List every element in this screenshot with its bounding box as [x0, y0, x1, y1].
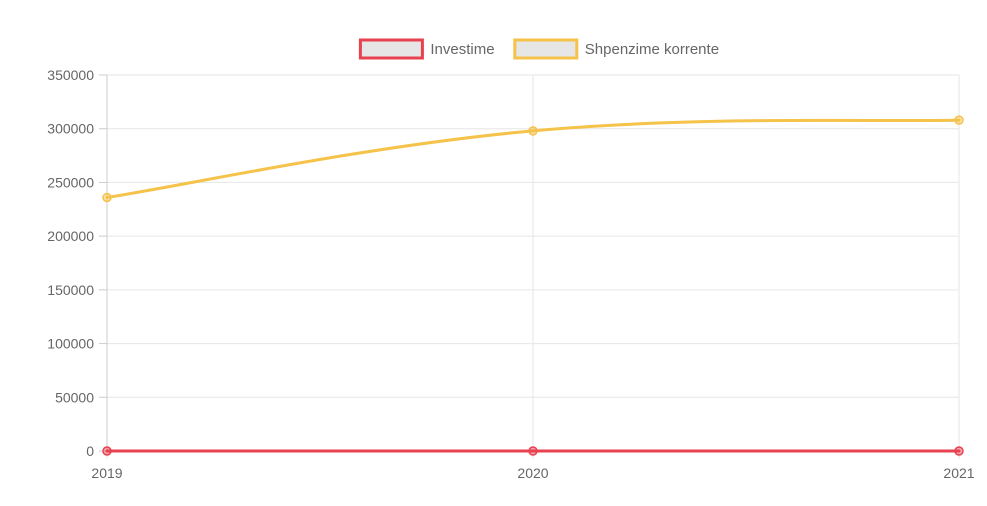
data-point [102, 192, 112, 203]
x-tick-label: 2021 [943, 465, 974, 481]
y-tick-label: 300000 [47, 121, 94, 137]
data-point [528, 446, 538, 456]
legend-item[interactable]: Shpenzime korrente [513, 38, 719, 60]
x-tick-label: 2019 [91, 465, 122, 481]
legend-label: Shpenzime korrente [585, 41, 719, 58]
data-point [954, 115, 964, 125]
data-point [954, 446, 964, 456]
legend-swatch [358, 38, 424, 60]
legend-label: Investime [430, 41, 494, 58]
grid-lines [106, 74, 960, 459]
legend-item[interactable]: Investime [358, 38, 495, 60]
y-tick-label: 250000 [47, 174, 94, 190]
legend-swatch [513, 38, 579, 60]
y-tick-label: 100000 [47, 336, 94, 352]
series-layer [102, 115, 964, 456]
data-point [102, 446, 112, 456]
y-tick-label: 350000 [47, 67, 94, 83]
data-point [528, 126, 538, 136]
legend[interactable]: Investime Shpenzime korrente [358, 38, 719, 60]
y-tick-label: 150000 [47, 282, 94, 298]
x-tick-label: 2020 [517, 465, 548, 481]
x-axis-ticks: 2019 2020 2021 [91, 465, 974, 481]
y-tick-label: 200000 [47, 228, 94, 244]
y-tick-label: 50000 [55, 389, 94, 405]
y-tick-label: 0 [86, 443, 94, 459]
series-line [105, 118, 961, 199]
y-axis-ticks: 0 50000 100000 150000 200000 250000 300000 3500… [47, 67, 107, 459]
